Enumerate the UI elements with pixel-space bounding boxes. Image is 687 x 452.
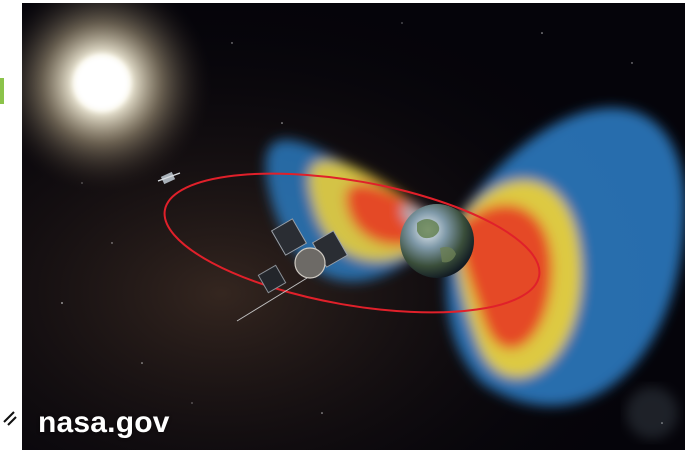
earth-shadow-glow	[626, 387, 678, 439]
left-margin-strip	[0, 0, 22, 452]
green-edge-mark	[0, 78, 4, 104]
orbit-path	[163, 172, 541, 314]
earth-icon	[400, 204, 474, 278]
credit-text: nasa.gov	[38, 406, 170, 439]
spacecraft-icon	[236, 218, 349, 322]
scene-svg	[22, 3, 685, 450]
slash-marks-icon	[3, 411, 17, 426]
space-illustration	[22, 3, 685, 450]
small-satellite-icon	[157, 171, 181, 185]
